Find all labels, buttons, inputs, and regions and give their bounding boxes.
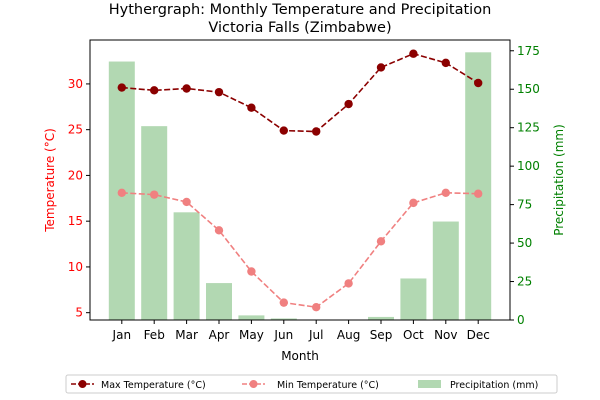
max-temp-point-mar [182,84,191,93]
min-temp-line [121,192,479,309]
min-temp-point-apr [214,226,224,235]
precip-bar-nov [432,221,459,320]
y-left-tick-label: 30 [68,77,83,91]
x-tick-label: Jun [273,328,293,342]
x-tick-label: May [239,328,264,342]
y-axis-left-label: Temperature (°C) [43,128,57,233]
y-right-tick-label: 125 [517,121,540,135]
precipitation-bars [108,52,492,321]
y-right-tick-label: 175 [517,44,540,58]
x-tick-label: Apr [209,328,230,342]
y-right-tick-label: 75 [517,198,532,212]
y-left-tick-label: 5 [75,306,83,320]
min-temp-point-may [247,267,256,276]
legend-precip-label: Precipitation (mm) [450,380,538,391]
max-temp-point-feb [150,86,159,95]
max-temp-point-aug [344,99,353,109]
max-temp-point-nov [441,58,450,68]
x-tick-label: Nov [434,328,457,342]
y-right-tick-label: 150 [517,82,540,96]
legend-item-min-temp: Min Temperature (°C) [242,380,379,391]
legend-box [65,374,558,394]
max-temp-point-apr [214,87,224,97]
legend-min-marker [249,380,258,388]
precip-bar-oct [400,278,427,320]
precip-bar-dec [465,52,492,321]
legend-item-max-temp: Max Temperature (°C) [71,380,206,391]
x-tick-label: Sep [370,328,393,342]
min-temp-point-feb [150,190,159,199]
legend-max-label: Max Temperature (°C) [101,380,206,391]
max-temp-point-may [247,103,256,112]
precip-bar-apr [206,283,232,320]
x-tick-label: Mar [175,328,198,342]
plot-frame [89,39,511,321]
max-temp-point-jul [312,127,321,136]
y-left-tick-label: 15 [68,214,83,228]
max-temp-point-sep [376,63,386,72]
min-temp-point-oct [409,198,418,208]
x-tick-label: Feb [144,328,165,342]
min-temp-point-nov [441,188,450,198]
precip-bar-may [238,315,265,320]
min-temp-point-sep [376,237,386,246]
max-temp-point-dec [474,78,483,88]
y-axis-right-label: Precipitation (mm) [552,124,566,236]
y-left-tick-label: 10 [68,260,83,274]
x-tick-label: Dec [467,328,490,342]
axes: 5 10 15 20 25 30 0 25 50 75 100 125 150 175 Jan Feb Mar A… [68,44,540,342]
min-temp-point-jan [117,188,127,198]
precip-bar-mar [173,212,200,320]
chart-title-line2: Victoria Falls (Zimbabwe) [208,20,391,36]
precip-bar-jun [270,318,297,320]
chart-title-line1: Hythergraph: Monthly Temperature and Pre… [109,2,492,18]
y-left-tick-label: 25 [68,123,83,137]
max-temp-point-jun [279,126,288,135]
min-temp-point-jul [312,302,321,312]
x-tick-label: Oct [403,328,424,342]
y-right-tick-label: 100 [517,159,540,173]
legend-precip-swatch [418,380,441,388]
legend-max-marker [78,380,87,388]
min-temp-point-aug [344,279,353,288]
y-right-tick-label: 25 [517,275,532,289]
max-temp-point-jan [117,83,127,92]
min-temp-point-dec [474,189,483,198]
max-temp-point-oct [409,49,418,58]
temperature-lines [117,49,483,312]
x-tick-label: Jul [308,328,323,342]
legend: Max Temperature (°C) Min Temperature (°C… [65,374,558,394]
y-left-tick-label: 20 [68,168,83,182]
max-temp-line [121,52,479,133]
y-right-tick-label: 50 [517,236,532,250]
precip-bar-feb [141,126,168,321]
legend-min-label: Min Temperature (°C) [277,380,379,391]
min-temp-point-jun [279,298,288,307]
x-tick-label: Aug [337,328,360,342]
y-right-tick-label: 0 [517,313,525,327]
x-axis-label: Month [281,349,319,363]
legend-item-precip: Precipitation (mm) [418,380,538,391]
min-temp-point-mar [182,197,191,207]
x-tick-label: Jan [112,328,132,342]
precip-bar-sep [368,316,394,320]
